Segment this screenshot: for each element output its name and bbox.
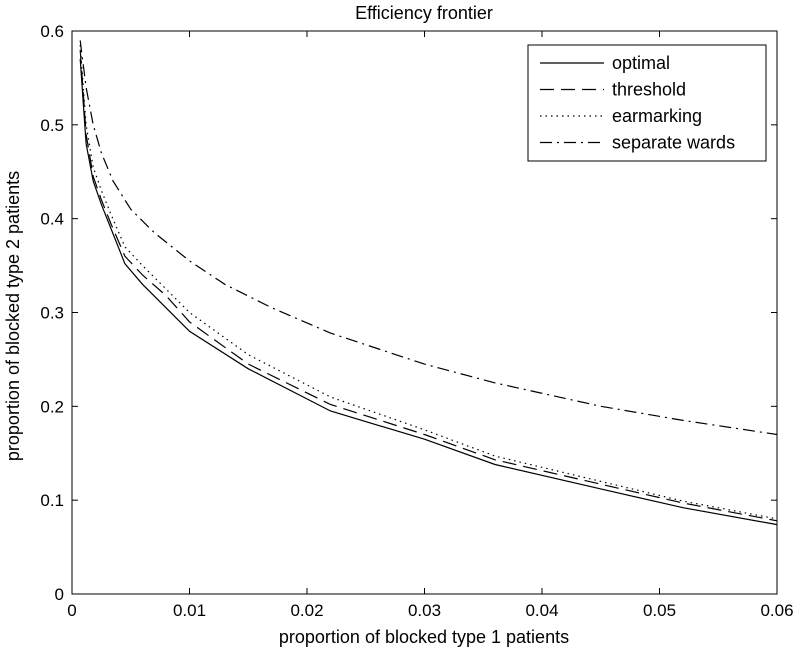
legend-box (527, 44, 767, 162)
y-tick-label: 0.3 (40, 304, 64, 323)
y-axis-label: proportion of blocked type 2 patients (3, 171, 23, 461)
y-tick-label: 0.1 (40, 491, 64, 510)
series-line-separate-wards (79, 40, 778, 436)
x-axis-label: proportion of blocked type 1 patients (279, 627, 569, 647)
x-tick-label: 0.02 (290, 601, 323, 620)
series-line-threshold (79, 49, 778, 522)
legend-entry: separate wards (612, 133, 735, 153)
series-line-optimal (79, 59, 778, 526)
x-tick-label: 0.01 (173, 601, 206, 620)
legend-entry: threshold (612, 80, 686, 100)
plot-area: 0 0.01 0.02 0.03 0.04 0.05 0.06 0 0.1 0.2 0.3 0.4 0.… (40, 22, 793, 620)
x-tick-label: 0.06 (760, 601, 793, 620)
x-tick-label: 0.05 (643, 601, 676, 620)
y-tick-label: 0.5 (40, 116, 64, 135)
legend-entry: earmarking (612, 106, 702, 126)
y-tick-label: 0 (55, 585, 64, 604)
chart-title: Efficiency frontier (355, 3, 493, 23)
legend-entry: optimal (612, 53, 670, 73)
y-tick-label: 0.6 (40, 22, 64, 41)
x-tick-label: 0.04 (525, 601, 558, 620)
y-tick-label: 0.2 (40, 397, 64, 416)
x-tick-label: 0.03 (408, 601, 441, 620)
x-tick-label: 0 (67, 601, 76, 620)
y-tick-label: 0.4 (40, 210, 64, 229)
